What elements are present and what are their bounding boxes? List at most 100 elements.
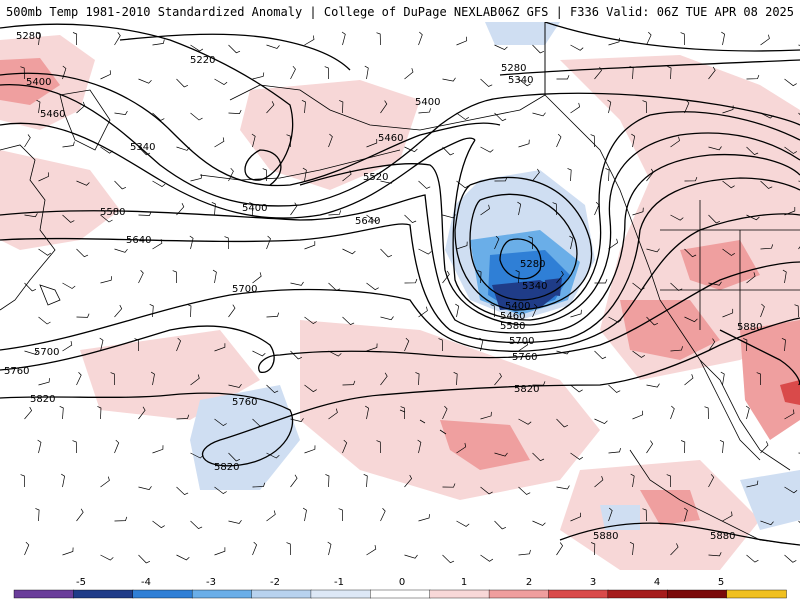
wind-barb [290,418,304,422]
wind-barbs [20,31,800,564]
wind-barb [62,141,75,148]
wind-barb [114,180,127,190]
wind-barb [324,66,329,80]
wind-barb [176,78,189,88]
wind-barb [304,384,317,393]
wind-barb [630,473,635,488]
contour-5400-b [499,92,800,126]
wind-barb [632,207,644,216]
contour-label: 5880 [710,531,735,542]
wind-barb [176,146,190,151]
wind-barb [99,337,104,352]
wind-barb [152,39,165,46]
wind-barb [784,207,796,216]
wind-barb [722,511,733,522]
wind-barb [756,372,761,385]
wind-barb [224,236,229,250]
wind-barb [760,34,770,46]
wind-barb [683,507,688,522]
wind-barb [760,244,774,250]
wind-barb [327,541,332,556]
contour-label: 5460 [40,109,65,120]
colorbar-band [13,589,75,599]
wind-barb [176,337,182,352]
wind-barb [187,304,192,318]
wind-barb [176,414,190,420]
contour-label: 5280 [16,31,41,42]
contour-5460-a [0,122,476,219]
wind-barb [594,66,602,80]
contour-label: 5700 [509,336,534,347]
wind-barb [138,269,144,284]
contour-5520 [299,132,800,326]
contour-label: 5760 [512,352,537,363]
wind-barb [76,248,89,258]
wind-barb [266,452,280,459]
wind-barb [442,146,455,156]
contour-label: 5700 [232,284,257,295]
wind-barb [594,350,607,360]
wind-barb [722,308,734,318]
wind-barb [708,281,722,286]
wind-barb [252,541,258,556]
wind-barb [456,442,467,454]
wind-barb [456,36,468,46]
contour-label: 5220 [190,55,215,66]
wind-barb [24,282,37,292]
wind-barb [642,100,647,114]
contour-label: 5580 [500,321,525,332]
warm-anomaly-area [740,320,800,440]
wind-barb [670,136,680,148]
wind-barb [228,304,236,318]
wind-barb [494,44,508,51]
wind-barb [594,279,608,284]
wind-barb [404,337,410,352]
wind-barb [251,133,256,148]
wind-barb [214,137,225,148]
wind-barb [342,439,348,454]
wind-barb [720,371,725,386]
wind-barb [760,520,774,526]
wind-barb [328,408,338,420]
colorbar-band [73,589,134,599]
wind-barb [138,78,152,84]
wind-barb [477,270,482,284]
wind-barb [760,441,769,454]
wind-barb [518,418,532,425]
wind-barb [100,214,113,223]
wind-barb [290,350,303,360]
wind-barb [149,303,154,318]
wind-barb [249,202,254,216]
wind-barb [110,372,115,386]
wind-barb [61,473,65,488]
wind-barb [252,350,266,357]
wind-barb [517,201,522,216]
wind-barb [719,439,724,454]
contour-5280-low [499,238,542,280]
wind-barb [670,346,683,352]
contour-5640 [0,177,800,344]
wind-barb [20,66,25,80]
colorbar-band [429,589,490,599]
wind-barb [746,214,760,221]
wind-barb [342,170,352,182]
wind-barb [418,514,430,522]
wind-barb [328,350,342,357]
wind-barb [670,543,679,556]
wind-barb [784,78,797,87]
wind-barb [494,112,507,122]
contour-5880-s [559,522,800,546]
colorbar-band [132,589,193,599]
wind-barb [418,180,431,189]
wind-barb [228,383,242,388]
wind-barb [24,213,38,218]
wind-barb [480,554,494,562]
wind-barb [442,77,456,82]
wind-barb [784,409,795,420]
wind-barb [366,214,379,222]
wind-barb [304,445,316,454]
wind-barb [721,31,725,46]
wind-barb [228,452,241,462]
wind-barb [590,134,595,148]
wind-barb [114,110,128,115]
